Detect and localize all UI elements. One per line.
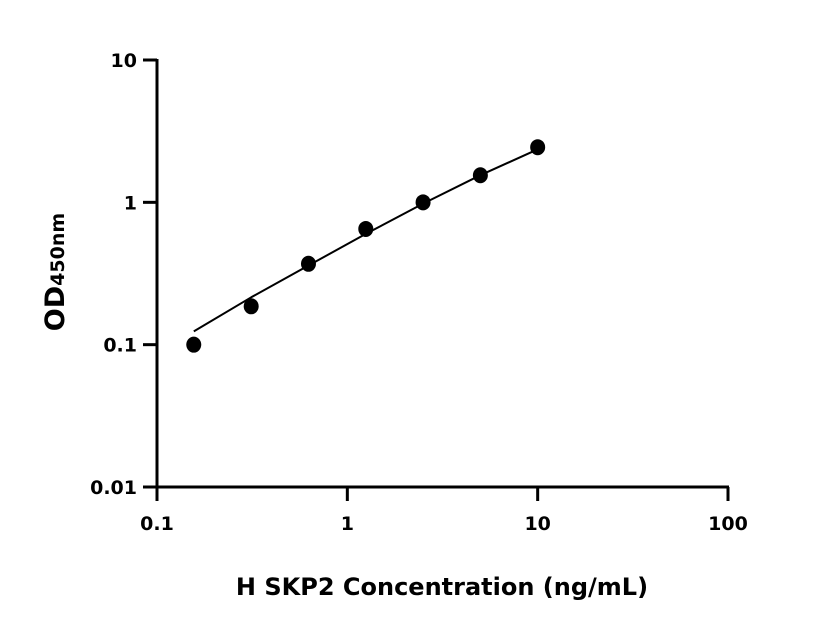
y-tick-label: 0.01 — [90, 477, 137, 499]
y-axis-label: OD450nm — [40, 213, 71, 331]
x-tick-label: 1 — [341, 513, 354, 535]
data-point — [186, 336, 202, 353]
x-axis-label: H SKP2 Concentration (ng/mL) — [236, 573, 648, 601]
y-tick-label: 0.1 — [103, 335, 137, 357]
y-axis-label-main: OD — [40, 286, 71, 331]
x-tick-label: 100 — [708, 513, 748, 535]
data-point — [358, 220, 374, 237]
data-point — [530, 139, 546, 156]
data-point — [415, 194, 431, 211]
data-point — [300, 255, 316, 272]
y-axis-label-sub: 450nm — [47, 213, 69, 286]
data-points — [186, 139, 546, 353]
data-point — [243, 298, 259, 315]
x-tick-label: 10 — [524, 513, 550, 535]
y-tick-label: 10 — [111, 50, 137, 72]
data-point — [472, 167, 488, 184]
y-tick-label: 1 — [124, 192, 137, 214]
x-tick-label: 0.1 — [140, 513, 174, 535]
